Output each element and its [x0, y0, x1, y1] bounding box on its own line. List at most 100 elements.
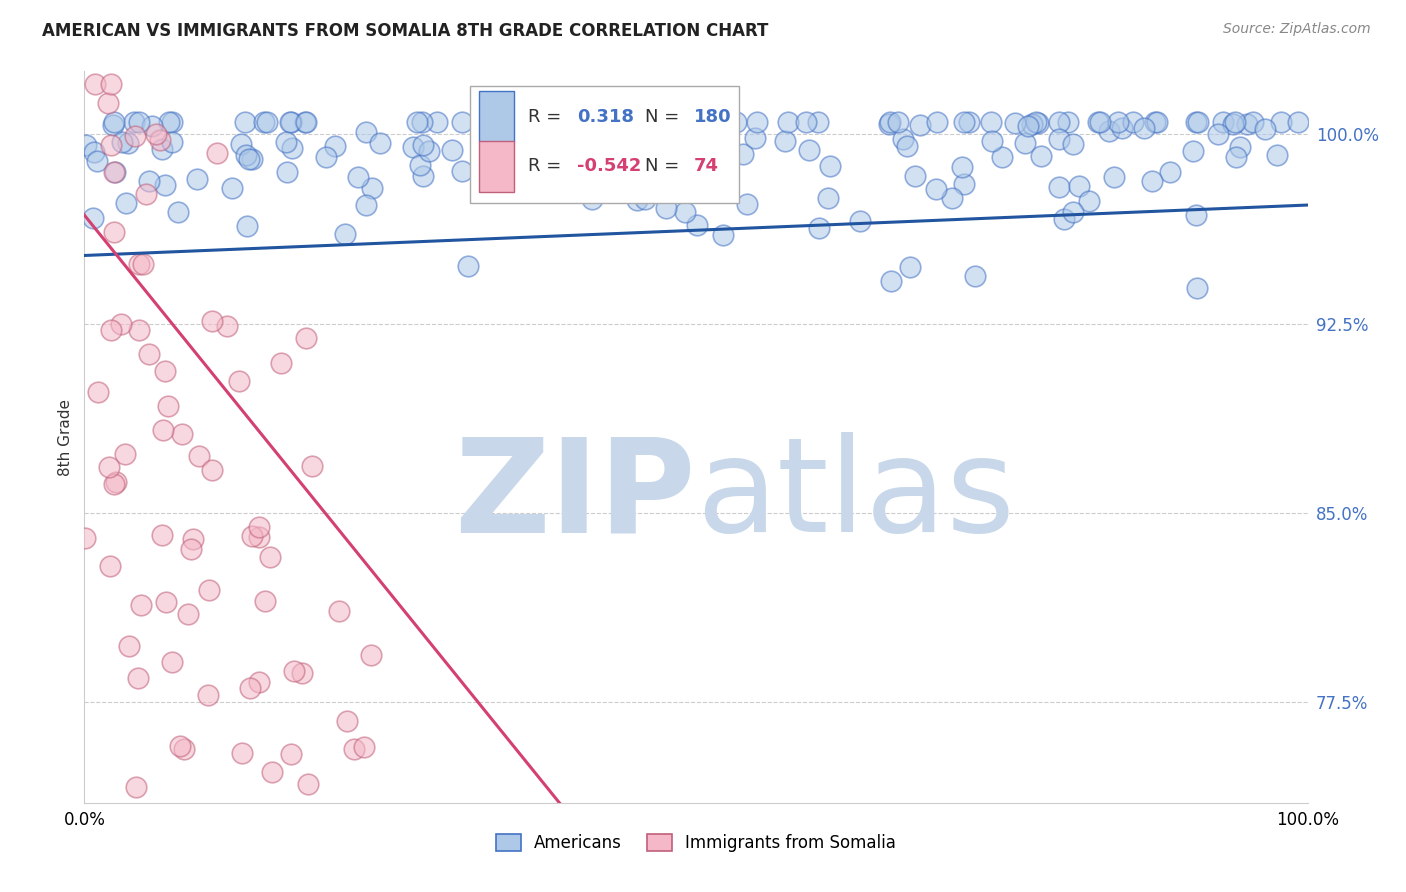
Point — [891, 132, 914, 146]
Point — [595, 115, 617, 129]
Point — [1102, 170, 1125, 185]
Point — [817, 191, 839, 205]
Text: Source: ZipAtlas.com: Source: ZipAtlas.com — [1223, 22, 1371, 37]
Point — [925, 182, 948, 196]
Point — [86, 153, 108, 168]
Point — [153, 178, 176, 193]
Point — [1047, 180, 1070, 194]
Point — [887, 115, 910, 129]
Point — [150, 142, 173, 156]
Point — [1270, 115, 1292, 129]
Point — [581, 115, 603, 129]
Point — [1025, 115, 1047, 129]
Point — [125, 780, 148, 794]
Point — [323, 139, 346, 153]
Point — [773, 134, 796, 148]
Point — [294, 331, 316, 345]
Point — [849, 214, 872, 228]
Point — [360, 648, 382, 663]
Point — [354, 125, 377, 139]
Point — [980, 134, 1002, 148]
Point — [904, 169, 927, 183]
Point — [256, 115, 278, 129]
Point — [197, 688, 219, 702]
Point — [156, 400, 179, 414]
Point — [82, 211, 104, 226]
Point — [637, 182, 659, 196]
Point — [128, 257, 150, 271]
Point — [198, 582, 221, 597]
Point — [157, 115, 180, 129]
Point — [240, 152, 263, 166]
Point — [1028, 116, 1050, 130]
Point — [744, 131, 766, 145]
Point — [221, 180, 243, 194]
Bar — [479, 141, 513, 192]
Point — [87, 385, 110, 400]
Point — [714, 115, 737, 129]
Point — [353, 740, 375, 755]
Point — [235, 148, 257, 162]
Point — [247, 530, 270, 544]
Point — [138, 347, 160, 361]
Point — [953, 177, 976, 191]
Point — [187, 449, 209, 463]
Point — [1077, 194, 1099, 208]
Point — [180, 542, 202, 557]
Point — [150, 528, 173, 542]
Point — [201, 463, 224, 477]
Point — [673, 204, 696, 219]
Point — [1222, 118, 1244, 132]
Legend: Americans, Immigrants from Somalia: Americans, Immigrants from Somalia — [488, 825, 904, 860]
Point — [135, 187, 157, 202]
Point — [335, 227, 357, 242]
Point — [1185, 208, 1208, 222]
Point — [368, 136, 391, 150]
Point — [588, 158, 610, 172]
Point — [186, 171, 208, 186]
Point — [100, 137, 122, 152]
Point — [1047, 115, 1070, 129]
Point — [145, 127, 167, 141]
Point — [655, 201, 678, 215]
Point — [405, 115, 427, 129]
Point — [229, 136, 252, 151]
Point — [457, 259, 479, 273]
Point — [898, 260, 921, 274]
Point — [114, 195, 136, 210]
Point — [231, 747, 253, 761]
Point — [585, 161, 607, 176]
Point — [128, 323, 150, 337]
Point — [280, 141, 302, 155]
Point — [326, 884, 349, 892]
Point — [1288, 115, 1310, 129]
Point — [73, 531, 96, 545]
Point — [170, 426, 193, 441]
Point — [128, 115, 150, 129]
Point — [104, 165, 127, 179]
Text: N =: N = — [644, 158, 685, 176]
FancyBboxPatch shape — [470, 86, 738, 203]
Point — [724, 115, 747, 129]
Point — [451, 164, 474, 178]
Point — [103, 115, 125, 129]
Point — [229, 879, 252, 892]
Point — [315, 150, 337, 164]
Point — [799, 143, 821, 157]
Point — [685, 115, 707, 129]
Point — [578, 115, 600, 129]
Y-axis label: 8th Grade: 8th Grade — [58, 399, 73, 475]
Point — [297, 777, 319, 791]
Point — [238, 153, 260, 167]
Point — [1236, 117, 1258, 131]
Text: 180: 180 — [693, 108, 731, 126]
Point — [247, 519, 270, 533]
Point — [879, 115, 901, 129]
Point — [114, 447, 136, 461]
Point — [105, 475, 128, 490]
Point — [215, 319, 238, 334]
Point — [1031, 149, 1053, 163]
Point — [301, 458, 323, 473]
Point — [426, 115, 449, 129]
Point — [97, 460, 120, 475]
